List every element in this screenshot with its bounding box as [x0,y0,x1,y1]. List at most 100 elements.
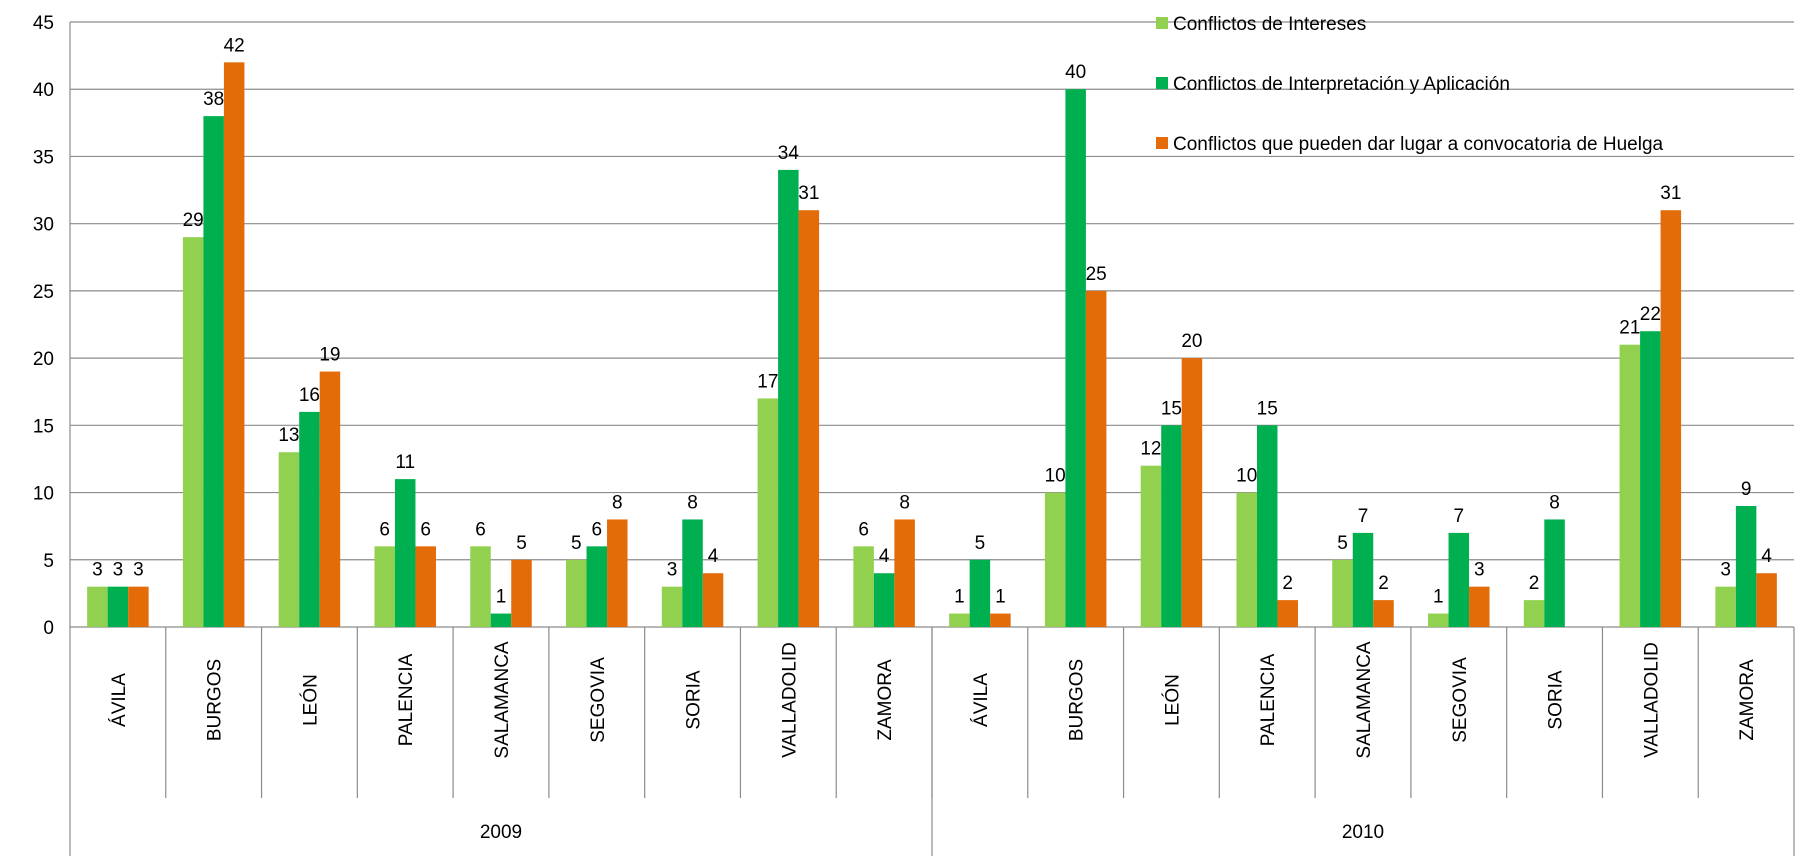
data-label: 2 [1282,573,1293,594]
data-label: 5 [516,533,527,554]
category-label: SORIA [1546,670,1567,729]
data-label: 29 [183,210,204,231]
data-label: 38 [203,89,224,110]
category-label: LEÓN [299,674,321,726]
data-label: 9 [1741,479,1752,500]
data-label: 6 [475,519,486,540]
data-label: 1 [954,587,965,608]
data-label: 1 [1433,587,1444,608]
data-label: 5 [975,533,986,554]
gridlines [70,21,1794,561]
data-label: 3 [1720,560,1731,581]
data-label: 17 [757,371,778,392]
category-label: SORIA [684,670,705,729]
data-label: 42 [224,35,245,56]
bar [1065,89,1086,627]
data-label: 3 [1474,560,1485,581]
category-label: ÁVILA [971,673,992,727]
bar [566,559,587,627]
bar [798,210,820,627]
bar [1640,331,1661,627]
category-label: PALENCIA [1258,653,1279,746]
data-label: 3 [92,560,103,581]
data-label: 7 [1358,506,1369,527]
category-label: SALAMANCA [1354,641,1375,759]
data-label: 7 [1453,506,1464,527]
bar [1044,492,1066,627]
data-label: 10 [1045,466,1066,487]
bar [661,586,683,627]
y-tick-label: 10 [33,484,54,505]
category-label: VALLADOLID [1641,642,1662,758]
data-label: 8 [899,492,910,513]
y-tick-label: 45 [33,13,54,34]
bar [607,519,628,627]
bar [1332,559,1353,627]
bar [415,546,436,627]
data-label: 6 [379,519,390,540]
data-label: 34 [778,143,800,164]
legend-label: Conflictos de Interpretación y Aplicació… [1173,74,1510,95]
bar [873,573,895,627]
group-label: 2010 [1342,822,1384,843]
data-label: 3 [133,560,144,581]
bar [1256,425,1278,627]
data-label: 8 [1549,492,1560,513]
data-label: 21 [1619,318,1640,339]
y-tick-label: 30 [33,215,54,236]
y-tick-label: 35 [33,147,54,168]
category-label: ÁVILA [109,673,130,727]
data-label: 40 [1065,62,1086,83]
data-label: 20 [1181,331,1202,352]
category-label: SEGOVIA [588,657,609,743]
bar [1352,532,1374,627]
category-label: ZAMORA [1737,659,1758,741]
data-label: 3 [667,560,678,581]
category-label: BURGOS [205,659,226,741]
bar [1735,506,1757,627]
bar [374,546,395,627]
bar [702,573,724,627]
bar [394,479,416,627]
bars [87,62,1777,628]
bar [1140,465,1162,627]
data-label: 3 [113,560,124,581]
data-label: 6 [420,519,431,540]
bar [1756,573,1777,627]
bar [223,62,245,628]
y-tick-label: 40 [33,80,54,101]
legend-swatch [1156,137,1168,149]
bar [990,613,1011,627]
bar [511,559,532,627]
legend-swatch [1156,17,1168,29]
data-label: 5 [1337,533,1348,554]
bar [1373,600,1394,627]
bar [107,586,129,627]
bar [853,546,874,627]
data-label: 8 [687,492,698,513]
data-label: 6 [858,519,869,540]
data-label: 6 [591,519,602,540]
y-tick-label: 5 [43,551,54,572]
bar [894,519,915,627]
bar [1236,492,1257,627]
data-label: 1 [995,587,1006,608]
data-label: 10 [1236,466,1257,487]
bar [1277,600,1298,627]
bar [1448,532,1470,627]
bar [1428,613,1449,627]
data-label: 13 [278,425,299,446]
data-label: 15 [1257,398,1278,419]
bar [1085,290,1107,627]
bar [87,586,108,627]
category-label: VALLADOLID [779,642,800,758]
legend: Conflictos de Intereses Conflictos de Int… [1156,14,1664,155]
y-tick-label: 15 [33,416,54,437]
bar [319,371,341,627]
category-label: PALENCIA [396,653,417,746]
legend-label: Conflictos que pueden dar lugar a convoc… [1173,134,1664,155]
data-label: 8 [612,492,623,513]
